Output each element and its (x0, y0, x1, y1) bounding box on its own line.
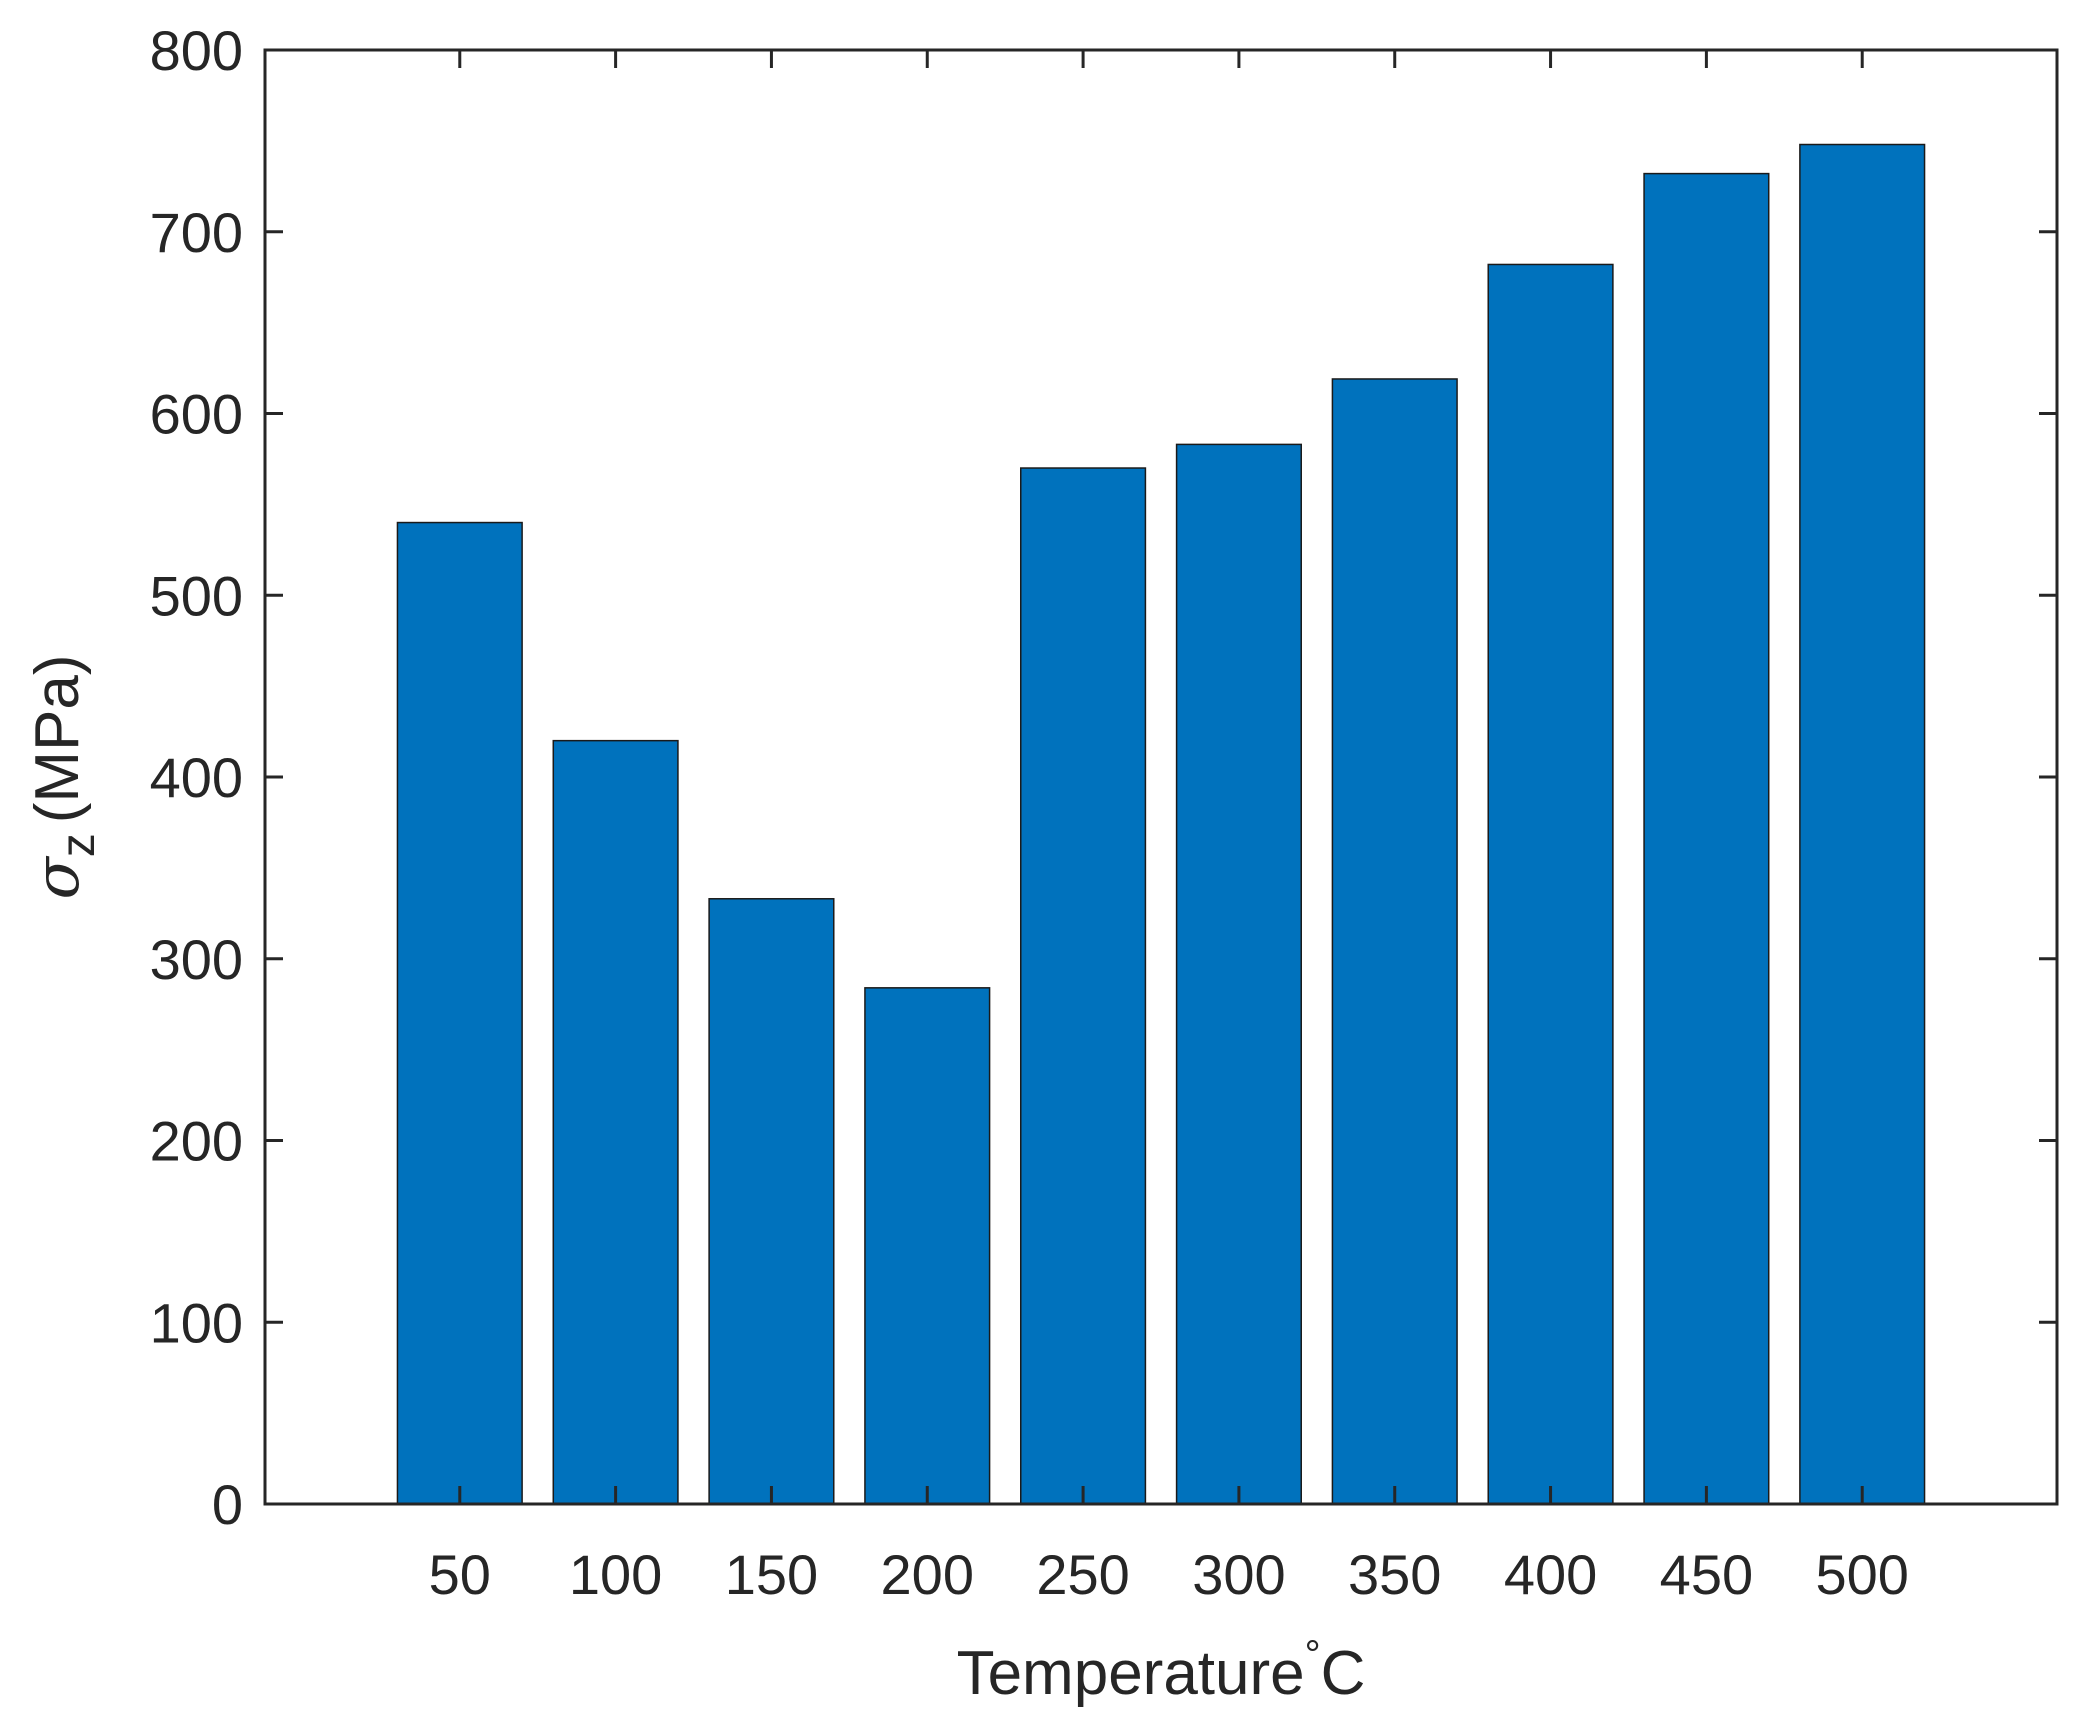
bar-500 (1799, 143, 1926, 1505)
y-tick-label-0: 0 (212, 1473, 243, 1536)
y-tick-label-200: 200 (150, 1110, 243, 1173)
bar-350 (1331, 378, 1458, 1505)
x-tick-label-400: 400 (1504, 1543, 1597, 1606)
y-tick-label-500: 500 (150, 564, 243, 627)
y-tick-label-100: 100 (150, 1291, 243, 1354)
y-tick-label-300: 300 (150, 928, 243, 991)
bar-300 (1175, 443, 1302, 1505)
x-tick-label-300: 300 (1192, 1543, 1285, 1606)
y-tick-label-800: 800 (150, 19, 243, 82)
y-tick-label-600: 600 (150, 383, 243, 446)
bar-100 (552, 739, 679, 1505)
x-tick-label-150: 150 (725, 1543, 818, 1606)
bar-450 (1643, 172, 1770, 1505)
bar-250 (1020, 467, 1147, 1505)
y-tick-label-400: 400 (150, 746, 243, 809)
x-tick-label-450: 450 (1660, 1543, 1753, 1606)
x-axis-title-unit: C (1321, 1639, 1366, 1708)
bar-400 (1487, 263, 1614, 1505)
plot-area-frame (263, 48, 2059, 1506)
y-axis-title-subscript: z (52, 833, 105, 857)
x-tick-label-500: 500 (1815, 1543, 1908, 1606)
y-axis-title-unit: (MPa) (23, 654, 92, 823)
y-axis-title-symbol: σ (20, 856, 93, 900)
x-tick-label-200: 200 (881, 1543, 974, 1606)
x-axis-title-text: Temperature (957, 1639, 1305, 1708)
bar-50 (396, 521, 523, 1505)
x-axis-title: Temperature°C (957, 1633, 1366, 1708)
x-tick-label-250: 250 (1036, 1543, 1129, 1606)
bar-200 (864, 987, 991, 1505)
x-axis-title-degree: ° (1305, 1633, 1321, 1677)
bars-group (396, 143, 1926, 1505)
x-tick-label-100: 100 (569, 1543, 662, 1606)
x-tick-label-350: 350 (1348, 1543, 1441, 1606)
y-tick-label-700: 700 (150, 201, 243, 264)
bar-150 (708, 898, 835, 1505)
x-tick-label-50: 50 (429, 1543, 491, 1606)
y-axis-title: σz (MPa) (20, 654, 105, 899)
